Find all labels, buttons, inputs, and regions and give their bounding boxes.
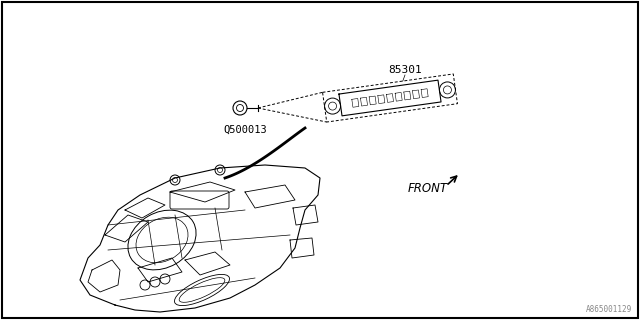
Text: A865001129: A865001129 bbox=[586, 305, 632, 314]
Text: FRONT: FRONT bbox=[408, 181, 448, 195]
Text: 85301: 85301 bbox=[388, 65, 422, 75]
Text: Q500013: Q500013 bbox=[223, 125, 267, 135]
